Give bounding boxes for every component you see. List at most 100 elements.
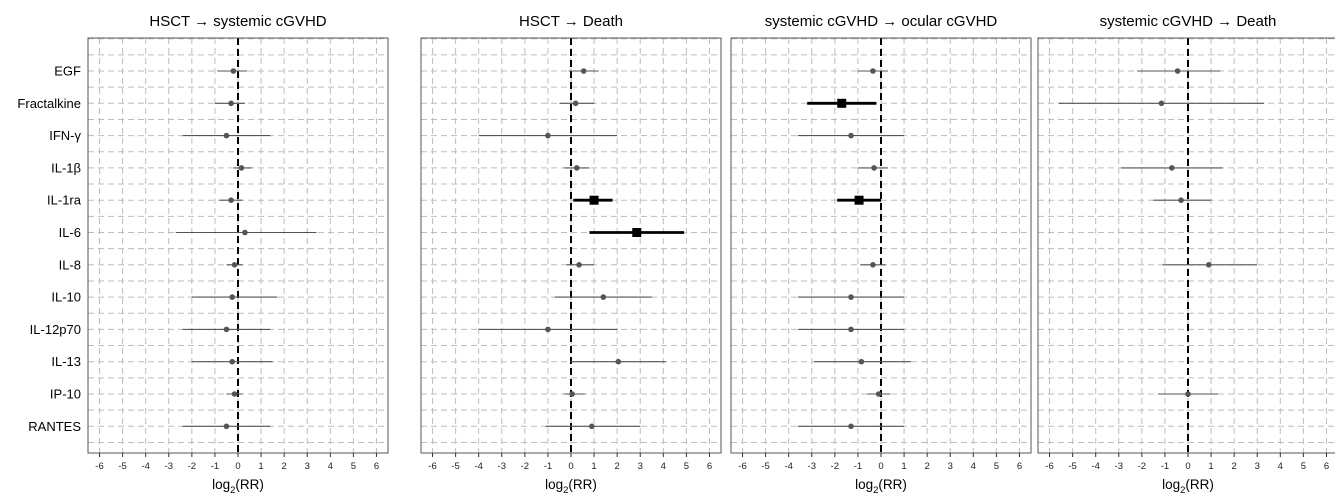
category-label: IL-12p70 [30, 322, 81, 337]
category-label: IL-13 [51, 354, 81, 369]
x-tick-label: 0 [878, 461, 883, 472]
x-tick-label: 1 [1208, 461, 1213, 472]
point-estimate [569, 391, 575, 397]
category-label: IL-8 [59, 257, 81, 272]
point-estimate [231, 391, 238, 397]
point-estimate [1158, 100, 1165, 107]
x-tick-label: -6 [428, 461, 436, 472]
x-tick-label: -3 [1115, 461, 1123, 472]
x-tick-label: 6 [374, 461, 379, 472]
point-estimate [231, 262, 238, 268]
category-label: RANTES [28, 419, 81, 434]
panel-title: HSCT → systemic cGVHD [149, 13, 326, 30]
x-tick-label: 5 [1301, 461, 1306, 472]
x-axis-label-subscript: 2 [230, 485, 235, 496]
category-label: IFN-γ [49, 128, 81, 143]
point-estimate [848, 423, 854, 430]
point-estimate [870, 262, 876, 268]
x-tick-label: -4 [784, 461, 792, 472]
point-estimate [870, 68, 876, 74]
point-estimate [580, 68, 587, 74]
x-axis-label: log2(RR) [855, 477, 907, 496]
point-estimate-significant [632, 228, 642, 237]
x-tick-label: 4 [971, 461, 976, 472]
x-axis-label-rest: (RR) [568, 477, 597, 492]
x-tick-label: -3 [808, 461, 816, 472]
x-axis-label-base: log [545, 477, 563, 492]
point-estimate [615, 358, 622, 365]
x-tick-label: 2 [282, 461, 287, 472]
point-estimate [228, 100, 234, 107]
x-tick-label: -1 [854, 461, 862, 472]
x-tick-label: -4 [141, 461, 149, 472]
category-label: IL-1ra [47, 193, 82, 208]
point-estimate [1174, 68, 1181, 74]
x-tick-label: 0 [1185, 461, 1190, 472]
point-estimate [238, 165, 245, 171]
point-estimate [228, 197, 234, 203]
point-estimate [871, 165, 877, 171]
point-estimate [1205, 262, 1212, 268]
x-tick-label: -6 [738, 461, 746, 472]
x-tick-label: -3 [498, 461, 506, 472]
point-estimate [848, 294, 854, 300]
x-tick-label: -5 [761, 461, 769, 472]
x-axis-label: log2(RR) [1162, 477, 1214, 496]
x-tick-label: -1 [544, 461, 552, 472]
x-tick-label: -6 [1045, 461, 1053, 472]
point-estimate [572, 100, 579, 107]
x-tick-label: 2 [925, 461, 930, 472]
x-tick-label: -5 [1068, 461, 1076, 472]
x-tick-label: 4 [328, 461, 333, 472]
x-axis-label-rest: (RR) [1185, 477, 1214, 492]
point-estimate [1178, 197, 1184, 203]
x-tick-label: 3 [305, 461, 310, 472]
point-estimate [858, 358, 865, 365]
x-axis-label: log2(RR) [545, 477, 597, 496]
category-label: Fractalkine [17, 96, 81, 111]
category-label: EGF [54, 64, 81, 79]
point-estimate [545, 132, 551, 139]
x-tick-label: 2 [1232, 461, 1237, 472]
x-tick-label: 6 [1017, 461, 1022, 472]
x-tick-label: 1 [258, 461, 263, 472]
category-label: IP-10 [50, 387, 81, 402]
point-estimate [573, 165, 580, 171]
x-tick-label: 5 [684, 461, 689, 472]
x-tick-label: -5 [451, 461, 459, 472]
panel-title: systemic cGVHD → Death [1100, 13, 1277, 30]
x-tick-label: -2 [521, 461, 529, 472]
x-axis-label-subscript: 2 [563, 485, 568, 496]
x-tick-label: -2 [831, 461, 839, 472]
point-estimate [588, 423, 595, 430]
point-estimate [230, 68, 237, 74]
category-label: IL-1β [51, 160, 81, 175]
point-estimate [229, 294, 236, 300]
x-axis-label-base: log [1162, 477, 1180, 492]
x-tick-label: 4 [661, 461, 666, 472]
point-estimate [600, 294, 607, 300]
point-estimate [242, 229, 248, 236]
x-axis-label-rest: (RR) [878, 477, 907, 492]
x-axis-label-rest: (RR) [235, 477, 264, 492]
panel-title: systemic cGVHD → ocular cGVHD [765, 13, 998, 30]
point-estimate [875, 391, 882, 397]
x-tick-label: -4 [474, 461, 482, 472]
x-tick-label: 4 [1278, 461, 1283, 472]
x-tick-label: -1 [1161, 461, 1169, 472]
x-tick-label: 0 [568, 461, 573, 472]
point-estimate [223, 326, 230, 333]
x-tick-label: 6 [1324, 461, 1329, 472]
x-tick-label: 6 [707, 461, 712, 472]
x-tick-label: -2 [188, 461, 196, 472]
x-axis-label: log2(RR) [212, 477, 264, 496]
panel-frame [1037, 37, 1335, 454]
x-tick-label: -3 [165, 461, 173, 472]
point-estimate-significant [837, 98, 847, 108]
point-estimate [545, 326, 551, 333]
x-tick-label: 5 [994, 461, 999, 472]
x-tick-label: 5 [351, 461, 356, 472]
x-axis-label-subscript: 2 [873, 485, 878, 496]
x-tick-label: -1 [211, 461, 219, 472]
